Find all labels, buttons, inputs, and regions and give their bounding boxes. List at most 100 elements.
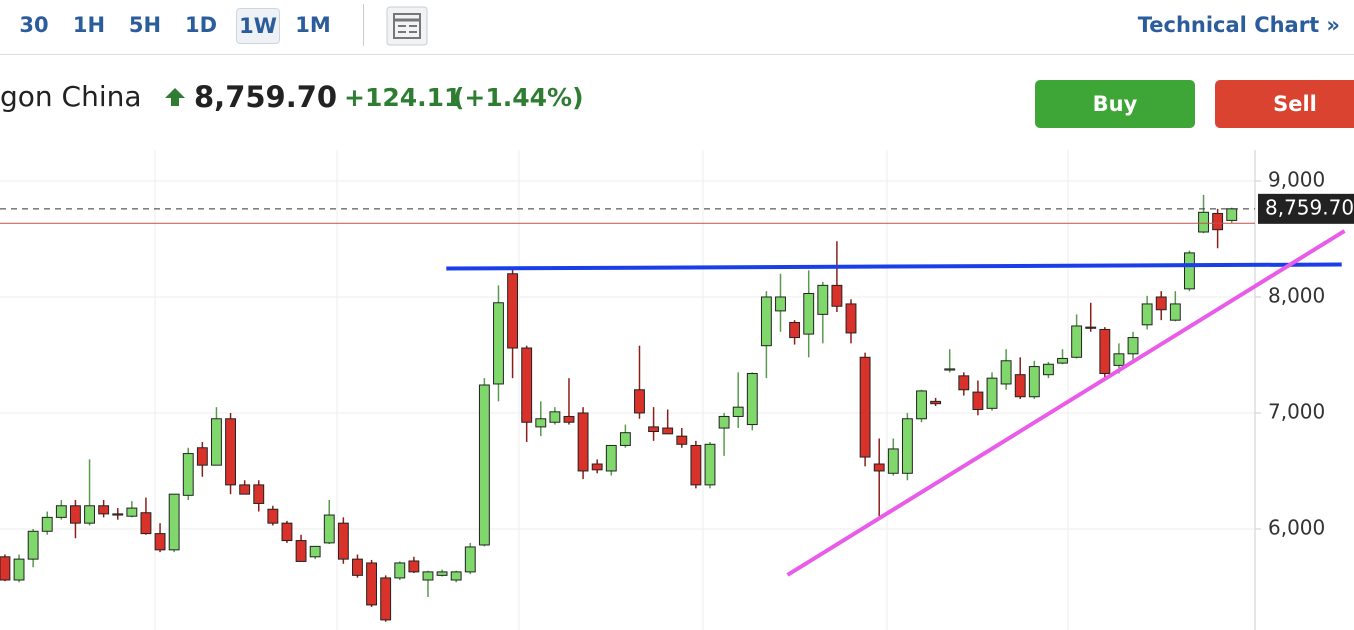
candle-body — [1000, 360, 1012, 385]
toolbar-border — [0, 54, 1354, 55]
interval-button-selected[interactable]: 1W — [236, 8, 280, 44]
candle-body — [718, 415, 730, 429]
last-price-label: 8,759.70 — [1265, 195, 1354, 219]
candle-body — [859, 356, 871, 458]
buy-button[interactable]: Buy — [1035, 80, 1195, 128]
price-change: +124.11 — [344, 83, 462, 112]
candle-body — [154, 533, 166, 551]
last-price: 8,759.70 — [194, 80, 338, 114]
candle-body — [605, 444, 617, 472]
candle-body — [422, 571, 434, 581]
candle-body — [1183, 252, 1195, 290]
instrument-name: gon China — [0, 80, 142, 113]
candle-body — [493, 302, 504, 385]
interval-button[interactable]: 1D — [184, 13, 218, 37]
candle-body — [789, 321, 801, 339]
candle-body — [1198, 211, 1209, 233]
candle-body — [803, 292, 815, 335]
candle-body — [182, 453, 194, 496]
candle-body — [323, 514, 335, 544]
candle-body — [549, 411, 561, 423]
candle-body — [577, 412, 589, 472]
candle-body — [337, 522, 349, 560]
candle-body — [845, 303, 857, 334]
candle-body — [478, 384, 490, 546]
candle-body — [380, 577, 392, 621]
y-tick-label: 7,000 — [1268, 399, 1325, 423]
candle-body — [930, 400, 942, 405]
up-arrow — [165, 88, 185, 106]
candle-body — [225, 418, 236, 486]
candle-body — [309, 545, 321, 558]
candle-body — [211, 418, 222, 466]
candle-body — [27, 530, 39, 560]
candle-body — [1141, 303, 1153, 326]
y-tick-label: 8,000 — [1268, 283, 1325, 307]
candle-body — [281, 522, 293, 542]
candle-body — [408, 560, 420, 573]
candle-body — [98, 505, 110, 515]
candle-body — [690, 444, 702, 486]
interval-button[interactable]: 30 — [19, 13, 49, 37]
candle-body — [1212, 212, 1224, 231]
candle-body — [662, 427, 674, 435]
candle-body — [0, 556, 11, 581]
candle-body — [436, 571, 448, 576]
candle-body — [41, 516, 53, 532]
candle-body — [521, 347, 533, 423]
candle-body — [563, 415, 575, 423]
candle-body — [676, 435, 688, 445]
candle-body — [1169, 303, 1181, 321]
candle-body — [267, 508, 279, 524]
candle-body — [944, 368, 956, 371]
candle-body — [958, 375, 970, 391]
candle-body — [55, 505, 67, 518]
layout-icon[interactable] — [386, 6, 428, 46]
candle-body — [591, 463, 603, 471]
candle-body — [831, 284, 843, 307]
candle-body — [1127, 337, 1139, 355]
y-tick-label: 9,000 — [1268, 167, 1325, 191]
sell-button[interactable]: Sell — [1215, 80, 1354, 128]
candle-body — [13, 558, 25, 581]
price-change-percent: (+1.44%) — [453, 83, 584, 112]
candle-body — [295, 540, 307, 562]
candle-body — [239, 484, 251, 495]
candle-body — [1057, 357, 1068, 364]
technical-chart-link[interactable]: Technical Chart » — [1137, 13, 1340, 37]
candle-body — [1042, 363, 1054, 376]
y-tick-label: 6,000 — [1268, 515, 1325, 539]
last-price-box — [1258, 193, 1354, 224]
trendline — [786, 229, 1346, 577]
candle-body — [1085, 326, 1097, 329]
separator — [363, 4, 364, 46]
candle-body — [732, 406, 744, 417]
interval-button[interactable]: 1M — [295, 13, 331, 37]
candle-body — [1014, 374, 1026, 398]
candle-body — [986, 377, 998, 409]
candle-body — [901, 418, 913, 474]
candle-body — [775, 296, 786, 312]
candle-body — [648, 426, 660, 433]
candle-body — [1099, 328, 1111, 375]
candle-body — [140, 512, 152, 535]
candle-body — [168, 493, 180, 551]
candle-body — [634, 389, 645, 414]
candle-body — [112, 513, 124, 516]
vertical-grid — [154, 150, 1069, 630]
candle-body — [1155, 296, 1167, 311]
trendline — [446, 262, 1342, 271]
candle-body — [196, 447, 208, 466]
interval-button[interactable]: 1H — [72, 13, 106, 37]
candle-body — [394, 562, 406, 579]
interval-button[interactable]: 5H — [128, 13, 162, 37]
candle-body — [619, 432, 631, 446]
candle-body — [1028, 366, 1040, 398]
candle-body — [1113, 353, 1125, 366]
candle-body — [352, 558, 363, 576]
candle-body — [704, 443, 716, 486]
candle-body — [873, 463, 885, 472]
candle-body — [253, 484, 265, 504]
